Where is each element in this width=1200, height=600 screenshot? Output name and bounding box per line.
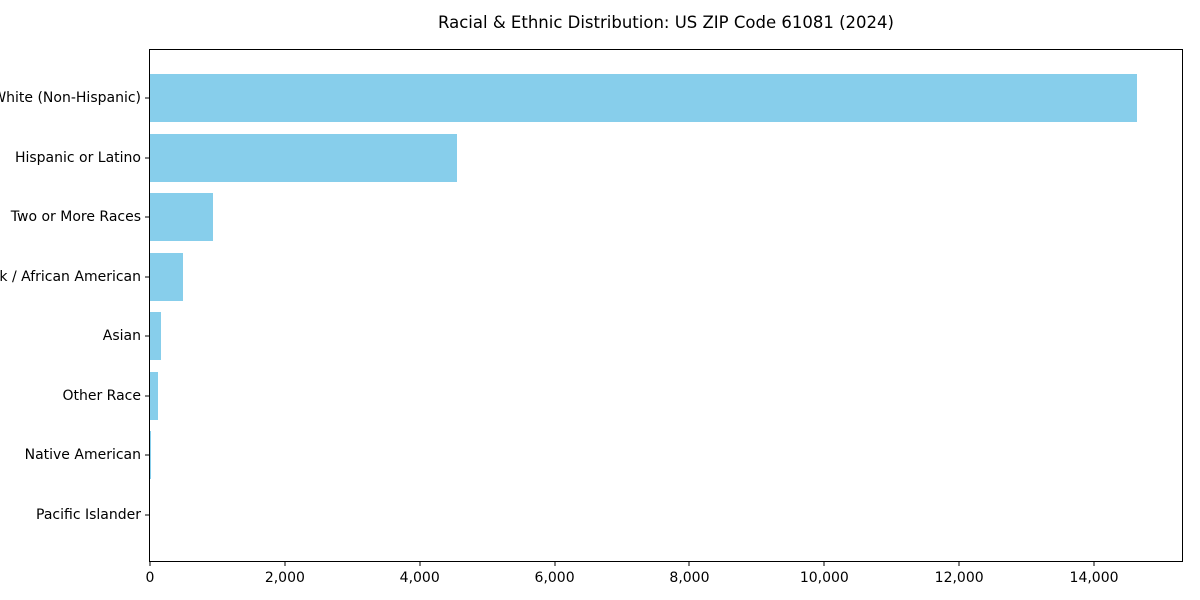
bar (150, 252, 184, 301)
chart-title: Racial & Ethnic Distribution: US ZIP Cod… (438, 13, 894, 32)
y-axis-label: Two or More Races (10, 209, 141, 226)
plot-area: White (Non-Hispanic) Hispanic or Latino Tw… (0, 49, 1183, 586)
y-tick-mark (145, 157, 150, 159)
y-axis-label: Asian (102, 328, 141, 345)
y-axis-label: Other Race (62, 387, 141, 404)
y-axis-label: Black / African American (0, 268, 141, 285)
y-axis-label: White (Non-Hispanic) (0, 90, 141, 106)
y-axis-label: Hispanic or Latino (14, 149, 141, 166)
x-tick-mark (823, 561, 825, 566)
x-tick-mark (419, 561, 421, 566)
x-tick-label: 0 (145, 570, 155, 586)
bar (150, 371, 158, 420)
y-tick-mark (145, 454, 150, 456)
x-tick-mark (284, 561, 286, 566)
bar (150, 74, 1137, 122)
x-tick-mark (554, 561, 556, 566)
bar (150, 312, 162, 361)
y-tick-mark (145, 395, 150, 397)
x-tick-label: 10,000 (799, 570, 849, 586)
y-tick-mark (145, 514, 150, 516)
bar (150, 133, 457, 182)
x-tick-mark (1093, 561, 1095, 566)
x-tick-mark (958, 561, 960, 566)
bar (150, 193, 213, 242)
y-tick-mark (145, 97, 150, 99)
x-tick-label: 4,000 (399, 570, 440, 586)
x-tick-label: 12,000 (934, 570, 984, 586)
bar (150, 431, 151, 480)
x-tick-label: 8,000 (669, 570, 710, 586)
x-tick-label: 14,000 (1069, 570, 1119, 586)
y-tick-mark (145, 216, 150, 218)
x-tick-label: 6,000 (534, 570, 575, 586)
x-tick-label: 2,000 (264, 570, 305, 586)
x-tick-mark (688, 561, 690, 566)
x-tick-mark (149, 561, 151, 566)
y-tick-mark (145, 335, 150, 337)
y-axis-label: Native American (24, 447, 141, 464)
y-tick-mark (145, 276, 150, 278)
y-axis-label: Pacific Islander (36, 507, 141, 523)
